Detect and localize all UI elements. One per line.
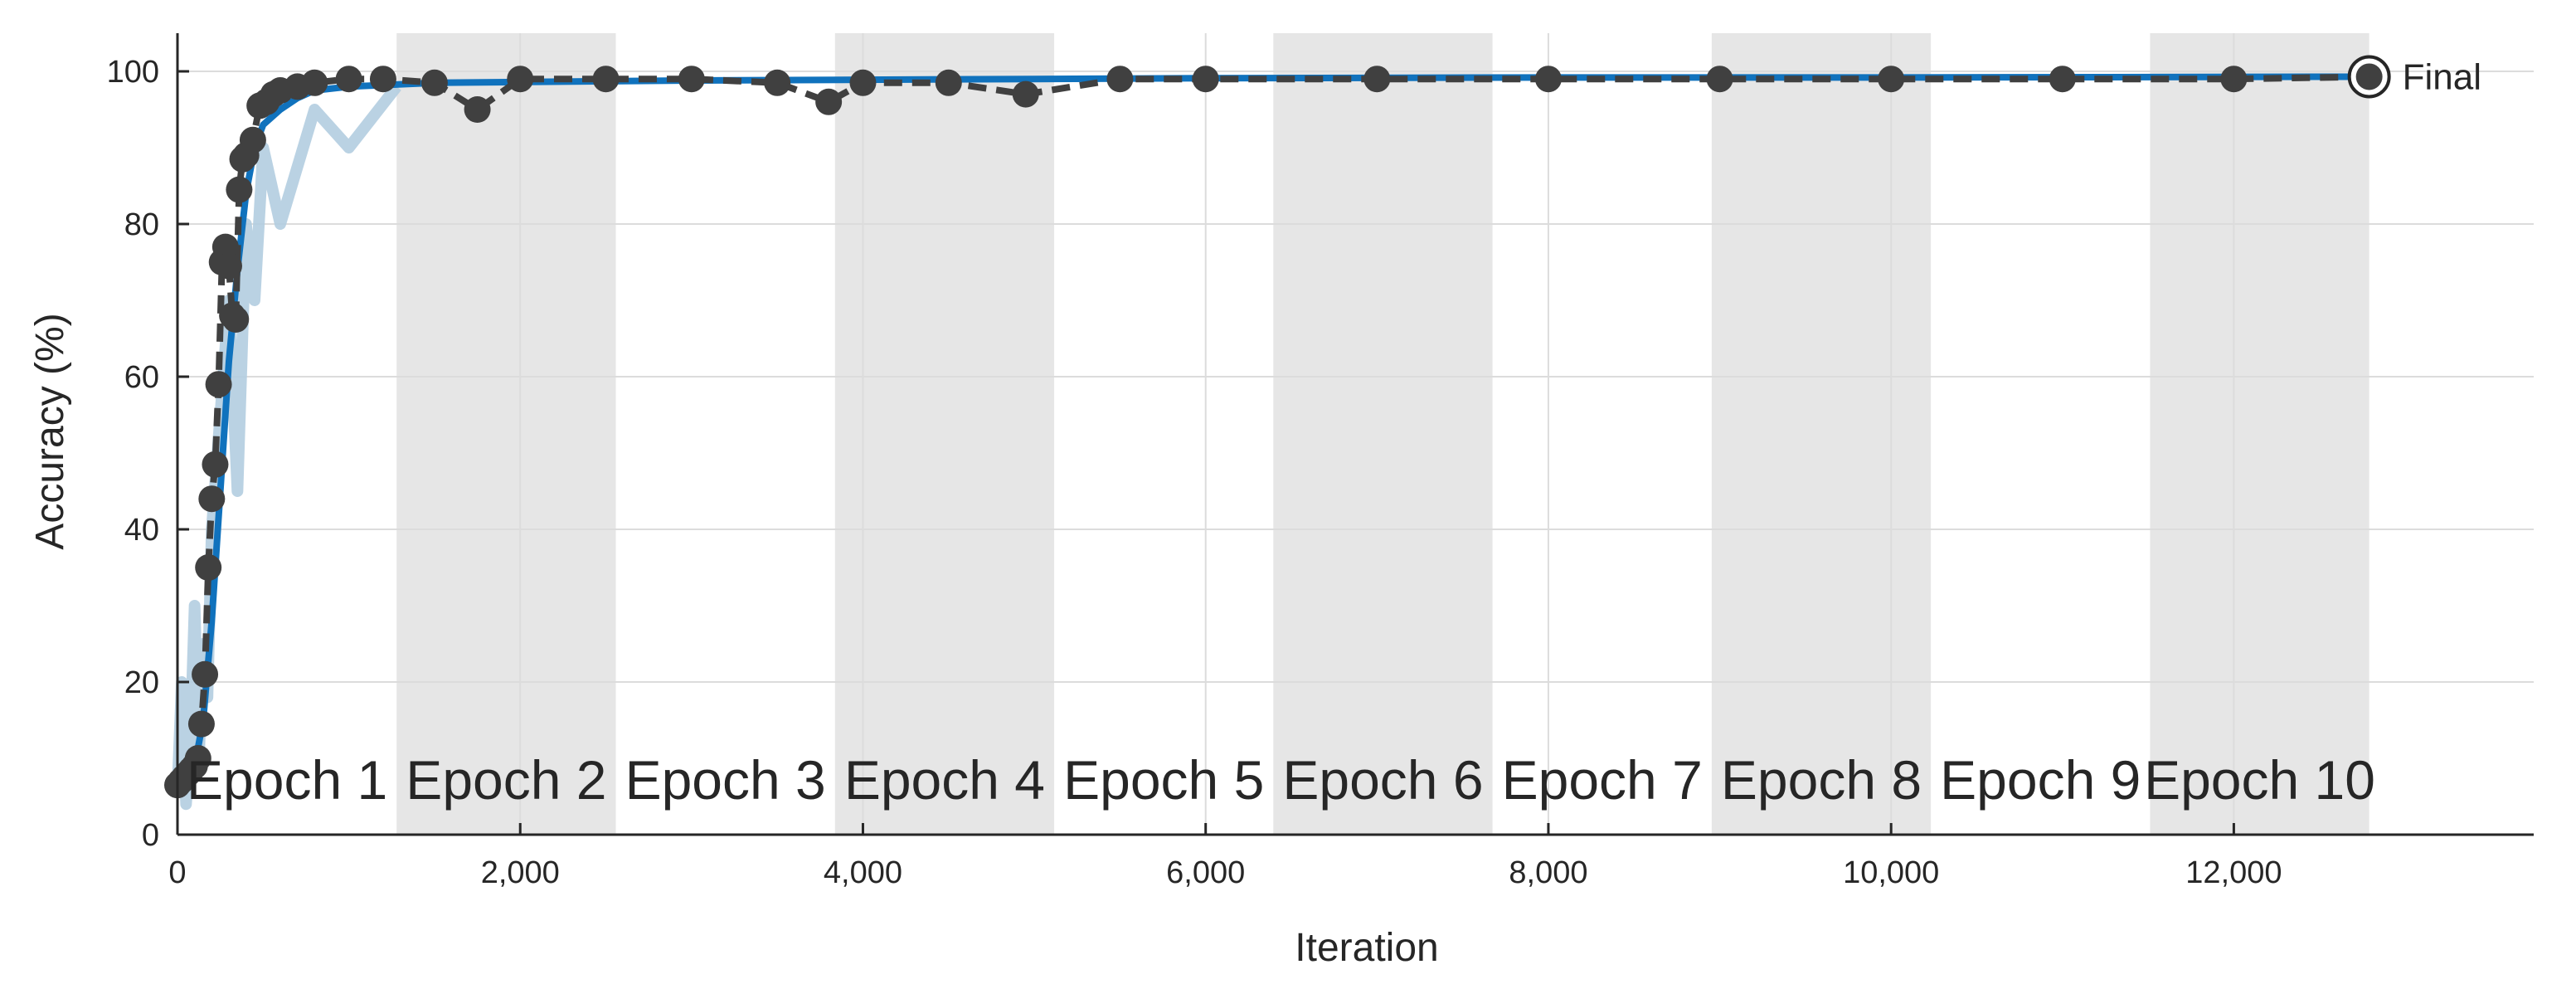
- validation-point-28: [335, 66, 362, 93]
- epoch-label-8: Epoch 8: [1721, 749, 1922, 811]
- y-tick-label-0: 0: [142, 818, 159, 853]
- validation-point-37: [849, 69, 877, 96]
- epoch-band-4: [834, 33, 1055, 835]
- validation-point-17: [222, 306, 250, 333]
- training-smoothed-line: [175, 73, 2369, 792]
- epoch-label-9: Epoch 9: [1940, 749, 2141, 811]
- validation-point-44: [1706, 66, 1733, 93]
- training-raw-series: [172, 83, 401, 811]
- final-label: Final: [2403, 56, 2481, 97]
- validation-point-34: [678, 66, 705, 93]
- epoch-label-2: Epoch 2: [406, 749, 606, 811]
- y-tick-label-5: 100: [107, 55, 159, 90]
- epoch-label-7: Epoch 7: [1502, 749, 1703, 811]
- validation-point-43: [1534, 66, 1562, 93]
- training-smoothed-series: [175, 73, 2369, 792]
- validation-point-18: [226, 176, 253, 203]
- epoch-labels: Epoch 1 Epoch 2 Epoch 3 Epoch 4 Epoch 5 Epoch…: [187, 749, 2375, 811]
- validation-point-41: [1192, 66, 1219, 93]
- validation-point-39: [1012, 80, 1039, 108]
- validation-point-21: [239, 126, 266, 153]
- validation-point-15: [215, 252, 242, 280]
- epoch-label-1: Epoch 1: [187, 749, 387, 811]
- validation-point-7: [187, 710, 215, 738]
- x-tick-label-2: 4,000: [824, 855, 902, 890]
- epoch-band-10: [2150, 33, 2369, 835]
- validation-point-8: [192, 660, 219, 688]
- epoch-band-6: [1273, 33, 1493, 835]
- validation-point-27: [301, 69, 328, 96]
- y-axis-title: Accuracy (%): [28, 313, 72, 549]
- epoch-label-3: Epoch 3: [625, 749, 826, 811]
- x-tick-label-4: 8,000: [1509, 855, 1587, 890]
- epoch-label-4: Epoch 4: [844, 749, 1045, 811]
- validation-point-31: [464, 96, 491, 123]
- validation-point-35: [764, 69, 791, 96]
- final-marker-dot: [2355, 63, 2383, 90]
- validation-point-38: [935, 69, 962, 96]
- x-tick-label-0: 0: [168, 855, 186, 890]
- validation-point-12: [205, 371, 232, 398]
- final-marker-group: Final: [2347, 55, 2481, 99]
- y-tick-label-1: 20: [124, 665, 159, 700]
- y-tick-label-4: 80: [124, 207, 159, 242]
- x-tick-label-1: 2,000: [481, 855, 560, 890]
- x-tick-label-6: 12,000: [2185, 855, 2282, 890]
- epoch-band-8: [1711, 33, 1932, 835]
- validation-point-33: [592, 66, 620, 93]
- validation-point-40: [1106, 66, 1134, 93]
- x-tick-label-3: 6,000: [1166, 855, 1245, 890]
- validation-point-29: [369, 66, 396, 93]
- validation-point-11: [202, 451, 229, 478]
- epoch-label-10: Epoch 10: [2144, 749, 2375, 811]
- validation-point-30: [420, 69, 448, 96]
- validation-point-45: [1878, 66, 1905, 93]
- validation-series: [164, 63, 2383, 799]
- training-raw-line: [172, 83, 401, 811]
- validation-point-46: [2049, 66, 2076, 93]
- epoch-band-2: [396, 33, 616, 835]
- validation-point-9: [195, 554, 222, 581]
- epoch-label-5: Epoch 5: [1063, 749, 1264, 811]
- x-tick-label-5: 10,000: [1843, 855, 1939, 890]
- validation-point-6: [184, 745, 211, 772]
- validation-point-47: [2220, 66, 2248, 93]
- x-axis-title: Iteration: [1295, 926, 1438, 970]
- axes: [176, 33, 2534, 836]
- y-tick-label-3: 60: [124, 360, 159, 395]
- y-tick-label-2: 40: [124, 513, 159, 548]
- tick-labels: 0 20 40 60 80 100 0 2,000 4,000 6,000 8,000 10,000 1…: [107, 55, 2282, 890]
- validation-point-10: [198, 485, 226, 513]
- grid-lines: [177, 33, 2534, 835]
- epoch-bands: [396, 33, 2369, 835]
- validation-point-32: [507, 66, 534, 93]
- validation-point-42: [1363, 66, 1391, 93]
- validation-point-36: [815, 88, 843, 115]
- epoch-label-6: Epoch 6: [1282, 749, 1483, 811]
